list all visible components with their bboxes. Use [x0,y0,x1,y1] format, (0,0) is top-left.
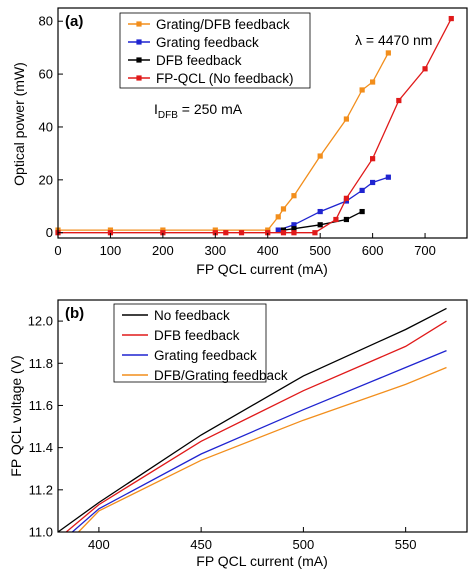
idfb-main: I [154,101,158,117]
legend-box-b [113,303,267,383]
series-line-b-3 [78,366,447,533]
data-point-a-0 [212,227,218,233]
idfb-subscript: DFB [158,110,178,121]
data-point-a-2 [291,226,297,232]
data-point-a-1 [275,227,281,233]
legend-label-b-3: DFB/Grating feedback [154,368,288,383]
data-point-a-1 [317,208,323,215]
data-point-a-0 [265,227,271,233]
legend-label-b-1: DFB feedback [154,328,240,343]
data-point-a-3 [212,230,218,236]
data-point-a-2 [359,208,365,215]
y-tick-label-b: 12.0 [28,314,53,329]
data-point-a-3 [312,230,318,236]
x-tick-label-b: 550 [395,537,417,552]
legend-marker-a-0 [136,21,142,27]
data-point-a-0 [280,206,287,212]
x-tick-label-b: 500 [293,537,315,552]
data-point-a-0 [107,227,114,233]
data-point-a-1 [291,222,297,228]
data-point-a-0 [275,214,281,220]
data-point-a-3 [238,230,245,236]
panel-label-a: (a) [65,13,83,30]
data-point-a-0 [385,50,391,56]
plot-frame-a [57,7,468,239]
data-point-a-2 [317,222,323,228]
x-tick-label-a: 300 [204,243,226,258]
y-tick-label-b: 11.6 [29,398,53,413]
legend-label-b-0: No feedback [154,308,230,323]
x-tick-label-a: 500 [309,243,331,258]
data-point-a-0 [160,227,166,233]
series-line-b-2 [71,349,447,533]
legend-marker-a-1 [136,39,142,45]
series-line-a-3 [58,18,452,234]
y-tick-label-b: 11.0 [29,525,53,540]
wavelength-annotation: λ = 4470 nm [355,32,432,48]
panel-a: 0 100 200 300 400 500 600 700 0 20 40 60 80 (a) λ = … [11,7,468,277]
legend-label-a-2: DFB feedback [156,53,242,68]
data-point-a-3 [280,230,287,236]
data-point-a-1 [343,198,349,204]
data-point-a-3 [333,216,339,223]
legend-a: Grating/DFB feedback Grating feedback DFB … [119,12,311,89]
x-tick-label-b: 450 [190,537,212,552]
data-point-a-2 [280,227,287,233]
data-point-a-3 [160,230,166,236]
x-tick-label-a: 600 [362,243,384,258]
y-tick-label-a: 80 [39,14,53,29]
data-point-a-3 [422,66,428,72]
data-point-a-0 [343,116,349,122]
x-tick-label-a: 100 [100,243,122,258]
series-line-b-1 [65,320,447,533]
data-point-a-3 [396,97,402,104]
x-tick-label-a: 400 [257,243,279,258]
legend-marker-a-3 [136,75,142,81]
legend-box-a [119,12,311,89]
data-point-a-0 [370,79,376,85]
legend-label-a-0: Grating/DFB feedback [156,17,290,32]
panel-b: 400 450 500 550 11.0 11.2 11.4 11.6 11.8 12.0 (b)… [8,299,468,569]
legend-label-a-3: FP-QCL (No feedback) [156,71,294,86]
data-point-a-3 [223,230,229,236]
x-axis-title-a: FP QCL current (mA) [196,261,327,277]
legend-marker-a-2 [136,57,142,63]
x-tick-label-b: 400 [88,537,110,552]
data-point-a-1 [359,187,365,194]
y-tick-label-a: 60 [39,67,53,82]
series-line-b-0 [57,307,447,533]
panel-label-b: (b) [65,305,84,322]
y-tick-label-a: 40 [39,119,53,134]
idfb-annotation: IDFB = 250 mA [154,101,243,121]
data-point-a-0 [317,153,323,159]
data-point-a-3 [265,230,271,236]
y-tick-label-a: 20 [39,172,53,187]
data-point-a-3 [107,230,114,236]
y-tick-label-b: 11.4 [29,440,53,455]
data-point-a-1 [370,179,376,186]
legend-label-b-2: Grating feedback [154,348,257,363]
x-tick-label-a: 700 [414,243,436,258]
plot-frame-b [57,299,468,533]
data-point-a-2 [343,216,349,223]
data-point-a-3 [343,195,349,201]
data-point-a-3 [370,156,376,162]
data-point-a-3 [291,230,297,236]
data-point-a-1 [385,174,391,180]
y-tick-label-a: 0 [46,225,53,240]
idfb-value: = 250 mA [178,101,243,117]
x-axis-title-b: FP QCL current (mA) [196,553,327,569]
y-tick-label-b: 11.8 [29,356,53,371]
data-point-a-0 [359,87,365,93]
y-tick-label-b: 11.2 [29,482,53,497]
legend-label-a-1: Grating feedback [156,35,259,50]
x-tick-label-a: 200 [152,243,174,258]
y-axis-title-b: FP QCL voltage (V) [8,355,24,476]
legend-b: No feedback DFB feedback Grating feedback D… [113,303,288,383]
data-point-a-3 [448,15,454,22]
x-tick-label-a: 0 [54,243,61,258]
data-point-a-0 [291,193,297,199]
y-axis-title-a: Optical power (mW) [11,62,27,186]
